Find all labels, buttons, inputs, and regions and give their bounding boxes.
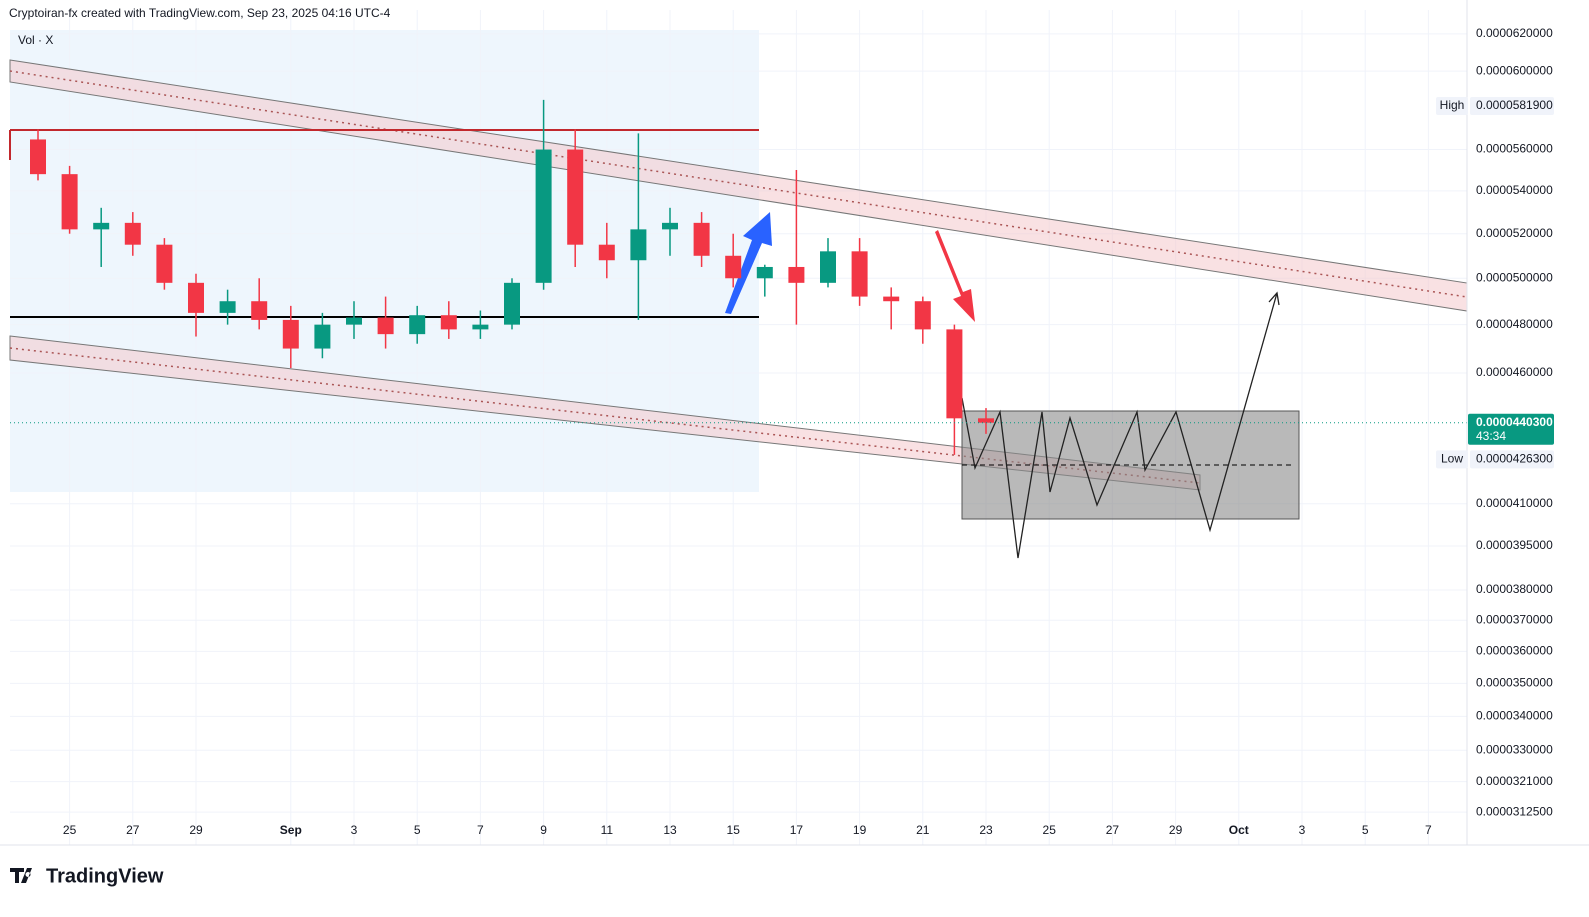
candle-body (883, 296, 900, 302)
candle-body (820, 251, 836, 283)
candle-body (282, 319, 299, 349)
candle-body (314, 324, 331, 349)
x-tick-label: 29 (1169, 823, 1183, 837)
candle-body (156, 244, 173, 283)
x-tick-label: 5 (414, 823, 421, 837)
candle-body (219, 301, 236, 313)
candle-body (188, 282, 204, 313)
candle-body (788, 266, 805, 283)
y-tick-label: 0.0000500000 (1476, 270, 1553, 284)
y-tick-label: 0.0000330000 (1476, 742, 1553, 756)
candles (30, 99, 994, 455)
projection-path (961, 292, 1278, 559)
y-tick-label: 0.0000340000 (1476, 709, 1553, 723)
annotation-value: 0.0000426300 (1476, 452, 1553, 466)
candle-body (124, 222, 141, 245)
last-price-box (1468, 413, 1554, 445)
candle-body (946, 329, 963, 419)
candle-body (504, 282, 520, 325)
x-tick-label: 5 (1362, 823, 1369, 837)
x-tick-label: Sep (280, 823, 302, 837)
candle-body (567, 149, 584, 245)
y-tick-label: 0.0000410000 (1476, 496, 1553, 510)
y-tick-label: 0.0000395000 (1476, 538, 1553, 552)
candle-body (409, 315, 426, 335)
candle-body (93, 222, 110, 230)
y-tick-label: 0.0000312500 (1476, 804, 1553, 818)
x-tick-label: 23 (979, 823, 993, 837)
y-tick-label: 0.0000480000 (1476, 317, 1553, 331)
candle-body (251, 301, 268, 320)
candle-body (30, 139, 46, 175)
countdown: 43:34 (1476, 429, 1506, 443)
x-tick-label: 3 (351, 823, 358, 837)
x-tick-label: 19 (853, 823, 867, 837)
annotation-value: 0.0000581900 (1476, 98, 1553, 112)
lower-channel-mid (9, 347, 1201, 484)
candle-body (377, 317, 394, 335)
x-tick-label: 9 (540, 823, 547, 837)
annotation-value-box (1470, 450, 1554, 469)
candle-body (662, 222, 678, 230)
projection-arrowhead (1268, 291, 1280, 306)
candle-body (472, 324, 489, 330)
last-price-label: 0.0000440300 (1476, 415, 1553, 429)
y-tick-label: 0.0000520000 (1476, 226, 1553, 240)
logo-text: TradingView (46, 865, 164, 887)
x-tick-label: Oct (1229, 823, 1249, 837)
y-tick-label: 0.0000360000 (1476, 644, 1553, 658)
axes: 0.0000620000 0.0000600000 0.0000560000 0.00… (63, 26, 1554, 837)
x-tick-label: 21 (916, 823, 930, 837)
y-tick-label: 0.0000600000 (1476, 63, 1553, 77)
candle-body (914, 301, 931, 330)
y-tick-label: 0.0000460000 (1476, 365, 1553, 379)
logo-mark (10, 868, 32, 883)
x-tick-label: 15 (727, 823, 741, 837)
y-tick-label: 0.0000540000 (1476, 183, 1553, 197)
header: Cryptoiran-fx created with TradingView.c… (9, 6, 391, 20)
logo: TradingView (10, 865, 164, 887)
candle-body (756, 266, 773, 279)
candle-body (440, 315, 457, 330)
candle-body (61, 174, 78, 230)
candle-body (725, 255, 742, 279)
candle-body (693, 222, 710, 256)
annotation-tag (1436, 96, 1468, 115)
x-tick-label: 3 (1299, 823, 1306, 837)
candle-body (598, 244, 615, 261)
grid (10, 10, 1467, 845)
indicator-label: Vol · X (18, 33, 53, 47)
annotation-text: Low (1441, 452, 1463, 466)
annotation-value-box (1470, 96, 1554, 115)
x-tick-label: 13 (663, 823, 677, 837)
x-tick-label: 25 (1043, 823, 1057, 837)
candle-body (851, 251, 868, 297)
y-tick-label: 0.0000380000 (1476, 582, 1553, 596)
x-tick-label: 17 (790, 823, 804, 837)
x-tick-label: 29 (189, 823, 203, 837)
y-tick-label: 0.0000620000 (1476, 26, 1553, 40)
drawings (9, 59, 1468, 559)
down-arrow (935, 230, 975, 322)
up-arrow (725, 212, 772, 314)
x-tick-label: 7 (1425, 823, 1432, 837)
x-tick-label: 27 (1106, 823, 1120, 837)
annotation-tag (1436, 450, 1468, 469)
y-tick-label: 0.0000560000 (1476, 142, 1553, 156)
candle-body (535, 149, 552, 283)
candle-body (630, 229, 647, 261)
x-tick-label: 27 (126, 823, 140, 837)
annotation-text: High (1440, 98, 1465, 112)
x-tick-label: 11 (601, 823, 614, 837)
y-tick-label: 0.0000321000 (1476, 774, 1553, 788)
y-tick-label: 0.0000350000 (1476, 676, 1553, 690)
candle-body (346, 317, 362, 325)
x-tick-label: 7 (477, 823, 484, 837)
y-tick-label: 0.0000370000 (1476, 612, 1553, 626)
candle-body (978, 418, 994, 423)
x-tick-label: 25 (63, 823, 77, 837)
